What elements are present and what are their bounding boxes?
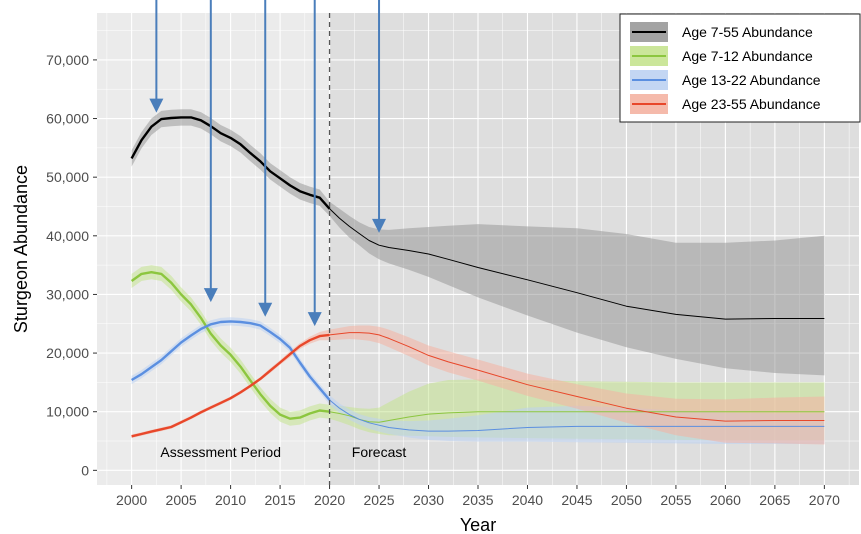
x-tick-label: 2040 [512, 492, 543, 508]
y-axis: 0 10,000 20,000 30,000 40,000 50,000 60,000 70,… [46, 52, 97, 478]
arrow-head [372, 218, 387, 233]
period-label: Assessment Period [160, 444, 281, 460]
x-tick-label: 2000 [116, 492, 147, 508]
y-tick-label: 0 [81, 462, 89, 478]
arrow-head [203, 288, 218, 303]
x-tick-label: 2045 [561, 492, 592, 508]
x-tick-label: 2050 [611, 492, 642, 508]
callout-arrows [149, 0, 387, 327]
y-axis-title: Sturgeon Abundance [11, 165, 31, 333]
y-tick-label: 30,000 [46, 286, 89, 302]
arrow-head [258, 302, 273, 317]
confidence-band [131, 109, 825, 376]
y-tick-label: 10,000 [46, 404, 89, 420]
x-tick-label: 2060 [710, 492, 741, 508]
confidence-band [131, 325, 825, 445]
x-tick-label: 2065 [759, 492, 790, 508]
x-tick-label: 2005 [166, 492, 197, 508]
x-tick-label: 2035 [462, 492, 493, 508]
legend-label: Age 7-55 Abundance [682, 24, 813, 40]
y-tick-label: 70,000 [46, 52, 89, 68]
x-tick-label: 2025 [363, 492, 394, 508]
series-lines [130, 116, 825, 438]
y-tick-label: 60,000 [46, 111, 89, 127]
legend-label: Age 23-55 Abundance [682, 96, 821, 112]
legend-label: Age 7-12 Abundance [682, 48, 813, 64]
period-labels: Assessment Period Forecast [160, 444, 406, 460]
y-tick-label: 50,000 [46, 169, 89, 185]
series-line [130, 116, 331, 210]
series-line [329, 399, 825, 432]
x-tick-label: 2070 [809, 492, 840, 508]
x-axis-title: Year [460, 515, 496, 534]
x-tick-label: 2030 [413, 492, 444, 508]
y-tick-label: 40,000 [46, 228, 89, 244]
legend-label: Age 13-22 Abundance [682, 72, 821, 88]
series-line [130, 271, 330, 420]
series-line [131, 333, 330, 438]
legend: Age 7-55 Abundance Age 7-12 Abundance Age … [619, 13, 861, 123]
series-line [329, 332, 825, 422]
x-tick-label: 2010 [215, 492, 246, 508]
series-line [329, 208, 825, 320]
x-tick-label: 2020 [314, 492, 345, 508]
x-axis: 2000 2005 2010 2015 2020 2025 2030 2035 2040 2045… [116, 485, 840, 508]
arrow-head [307, 312, 322, 327]
y-tick-label: 20,000 [46, 345, 89, 361]
x-tick-label: 2055 [660, 492, 691, 508]
series-line [130, 320, 331, 401]
period-label: Forecast [352, 444, 407, 460]
arrow-head [149, 98, 164, 113]
x-tick-label: 2015 [264, 492, 295, 508]
